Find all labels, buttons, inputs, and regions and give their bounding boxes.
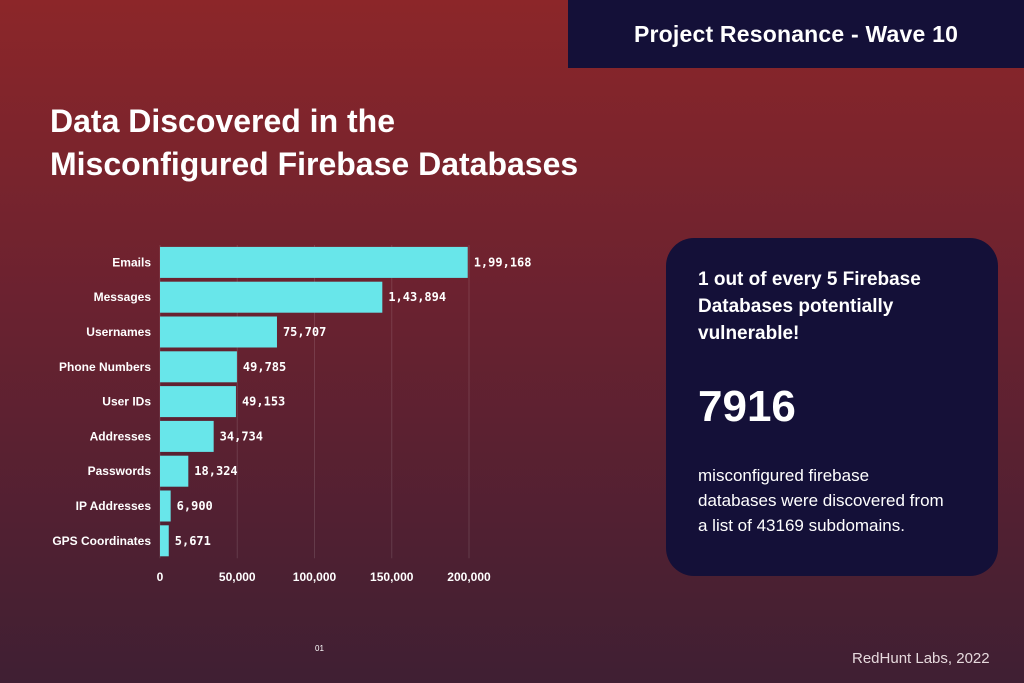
info-card: 1 out of every 5 Firebase Databases pote… bbox=[666, 238, 998, 576]
value-label: 75,707 bbox=[283, 325, 326, 339]
bar bbox=[160, 246, 468, 278]
category-label: User IDs bbox=[102, 395, 151, 409]
credit-text: RedHunt Labs, 2022 bbox=[852, 650, 990, 667]
bar bbox=[160, 490, 171, 522]
value-label: 1,99,168 bbox=[474, 255, 532, 269]
bar bbox=[160, 386, 236, 418]
bar bbox=[160, 316, 277, 348]
x-tick-label: 150,000 bbox=[370, 570, 414, 584]
value-label: 5,671 bbox=[175, 534, 211, 548]
value-label: 1,43,894 bbox=[388, 290, 446, 304]
value-label: 6,900 bbox=[177, 499, 213, 513]
category-label: Addresses bbox=[90, 429, 152, 443]
bar-chart: 0 50,000 100,000 150,000 200,000 Emails 1,99,1… bbox=[52, 245, 532, 584]
value-label: 34,734 bbox=[220, 429, 263, 443]
category-label: Passwords bbox=[88, 464, 152, 478]
x-tick-label: 50,000 bbox=[219, 570, 256, 584]
info-description: misconfigured firebase databases were di… bbox=[698, 466, 944, 535]
value-label: 18,324 bbox=[194, 464, 237, 478]
value-label: 49,153 bbox=[242, 395, 285, 409]
bar bbox=[160, 351, 237, 383]
page-number: 01 bbox=[315, 644, 324, 653]
bar bbox=[160, 281, 383, 313]
project-label: Project Resonance - Wave 10 bbox=[633, 20, 959, 47]
page-title: Data Discovered in the Misconfigured Fir… bbox=[50, 100, 670, 186]
bar bbox=[160, 455, 189, 487]
value-label: 49,785 bbox=[243, 360, 286, 374]
x-tick-label: 0 bbox=[157, 570, 164, 584]
category-label: Messages bbox=[94, 290, 152, 304]
bar bbox=[160, 525, 169, 557]
bar bbox=[160, 420, 214, 452]
header-band: Project Resonance - Wave 10 bbox=[568, 0, 1024, 68]
title-line-1: Data Discovered in the bbox=[50, 103, 395, 139]
category-label: Usernames bbox=[86, 325, 151, 339]
info-headline: 1 out of every 5 Firebase Databases pote… bbox=[698, 269, 921, 344]
category-label: Emails bbox=[112, 255, 151, 269]
x-tick-label: 100,000 bbox=[293, 570, 337, 584]
title-line-2: Misconfigured Firebase Databases bbox=[50, 146, 579, 182]
x-tick-label: 200,000 bbox=[447, 570, 491, 584]
category-label: IP Addresses bbox=[76, 499, 152, 513]
category-label: GPS Coordinates bbox=[52, 534, 151, 548]
category-label: Phone Numbers bbox=[59, 360, 151, 374]
info-big-number: 7916 bbox=[698, 382, 796, 431]
